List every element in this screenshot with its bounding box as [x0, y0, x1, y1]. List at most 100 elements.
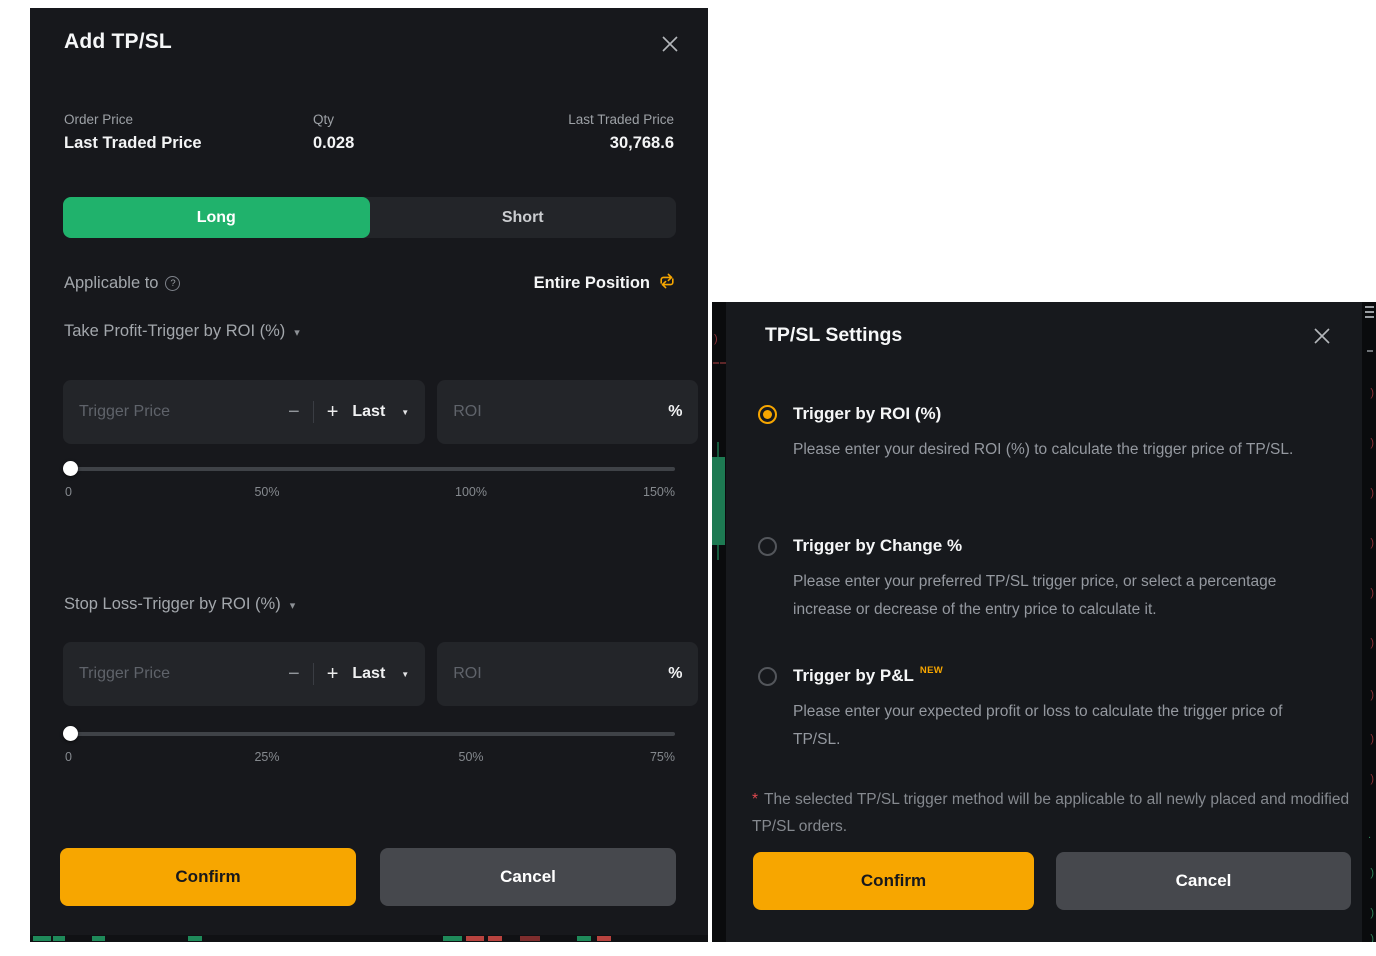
stop-loss-header-label: Stop Loss-Trigger by ROI (%) — [64, 595, 281, 613]
stop-loss-inputs: − + Last ▼ % — [63, 642, 699, 706]
background-dash — [713, 362, 719, 364]
minus-stepper[interactable]: − — [288, 400, 300, 423]
option-label: Trigger by P&L — [793, 666, 914, 685]
last-traded-price-value: 30,768.6 — [609, 134, 674, 152]
applicable-to-row: Applicable to ? Entire Position — [64, 271, 676, 295]
radio-selected-icon[interactable] — [758, 405, 777, 424]
order-price-value: Last Traded Price — [64, 134, 202, 152]
take-profit-header-label: Take Profit-Trigger by ROI (%) — [64, 322, 286, 340]
sl-roi-field: % — [437, 642, 699, 706]
volume-bar — [188, 936, 202, 941]
background-text-fragment: ) — [1370, 933, 1374, 943]
side-tabs: Long Short — [63, 197, 676, 238]
tp-slider-labels: 0 50% 100% 150% — [63, 485, 675, 501]
option-trigger-by-change[interactable]: Trigger by Change % Please enter your pr… — [758, 534, 1332, 624]
last-traded-price-label: Last Traded Price — [568, 112, 674, 127]
sl-trigger-price-input[interactable] — [79, 665, 286, 683]
volume-bar — [443, 936, 462, 941]
background-dash — [720, 362, 726, 364]
menu-icon — [1365, 316, 1374, 318]
plus-stepper[interactable]: + — [326, 662, 339, 685]
chevron-down-icon: ▾ — [294, 327, 300, 339]
dialog-actions: Confirm Cancel — [753, 852, 1351, 910]
tab-short[interactable]: Short — [501, 208, 544, 226]
background-text-fragment: ) — [1370, 867, 1374, 879]
cancel-button[interactable]: Cancel — [1056, 852, 1351, 910]
slider-tick-label: 50% — [254, 485, 280, 499]
tp-roi-input[interactable] — [453, 403, 661, 421]
background-text-fragment: ) — [1370, 733, 1374, 745]
option-trigger-by-roi[interactable]: Trigger by ROI (%) Please enter your des… — [758, 402, 1332, 464]
radio-unselected-icon[interactable] — [758, 667, 777, 686]
stop-loss-header[interactable]: Stop Loss-Trigger by ROI (%) ▾ — [64, 595, 295, 614]
take-profit-header[interactable]: Take Profit-Trigger by ROI (%) ▾ — [64, 322, 300, 341]
tab-long[interactable]: Long — [63, 197, 370, 238]
help-icon[interactable]: ? — [165, 276, 181, 291]
radio-unselected-icon[interactable] — [758, 537, 777, 556]
tp-roi-field: % — [437, 380, 699, 444]
background-text-fragment: ) — [1370, 773, 1374, 785]
trading-page-background: ) ) ) ) ) ) ) ) ) ) . ) ) ) TP/SL Settin… — [712, 302, 1376, 942]
close-button[interactable] — [660, 34, 680, 54]
slider-track[interactable] — [69, 467, 675, 471]
slider-thumb[interactable] — [63, 461, 78, 476]
sl-trigger-price-field: − + Last ▼ — [63, 642, 426, 706]
menu-icon — [1365, 306, 1374, 308]
radio-dot — [763, 410, 772, 419]
tp-roi-slider — [63, 460, 675, 476]
order-price-label: Order Price — [64, 112, 134, 127]
settings-note-text: The selected TP/SL trigger method will b… — [752, 791, 1350, 835]
sl-roi-input[interactable] — [453, 665, 661, 683]
option-label: Trigger by Change % — [793, 536, 963, 555]
volume-bar — [488, 936, 502, 941]
slider-tick-label: 150% — [643, 485, 675, 499]
position-mode-switcher[interactable]: Entire Position — [534, 272, 676, 295]
option-description: Please enter your desired ROI (%) to cal… — [793, 441, 1294, 458]
settings-note: * The selected TP/SL trigger method will … — [752, 786, 1352, 840]
slider-track[interactable] — [69, 732, 675, 736]
tp-trigger-price-input[interactable] — [79, 403, 286, 421]
required-asterisk: * — [752, 791, 759, 808]
applicable-to-label: Applicable to — [64, 273, 159, 292]
background-text-fragment: ) — [1370, 587, 1374, 599]
close-icon — [660, 34, 680, 54]
add-tpsl-dialog: Add TP/SL Order Price Last Traded Price … — [30, 8, 708, 942]
option-trigger-by-pnl[interactable]: Trigger by P&L NEW Please enter your exp… — [758, 664, 1332, 754]
option-description: Please enter your expected profit or los… — [793, 703, 1283, 748]
background-text-fragment: . — [1367, 829, 1371, 841]
order-info-row: Order Price Last Traded Price Qty 0.028 … — [64, 112, 674, 153]
dropdown-caret-icon[interactable]: ▼ — [401, 669, 410, 679]
sl-price-type-select[interactable]: Last — [352, 665, 386, 682]
sl-roi-slider — [63, 725, 675, 741]
background-text-fragment: ) — [1370, 387, 1374, 399]
percent-suffix: % — [668, 403, 683, 420]
confirm-button[interactable]: Confirm — [60, 848, 356, 906]
chevron-down-icon: ▾ — [289, 600, 296, 612]
background-text-fragment: ) — [714, 333, 718, 345]
close-button[interactable] — [1312, 326, 1332, 346]
take-profit-inputs: − + Last ▼ % — [63, 380, 699, 444]
volume-bar — [466, 936, 484, 941]
tpsl-settings-dialog: TP/SL Settings Trigger by ROI (%) Please… — [726, 302, 1362, 942]
swap-icon — [658, 272, 676, 295]
new-badge: NEW — [919, 665, 943, 676]
volume-bar — [53, 936, 65, 941]
slider-tick-label: 50% — [458, 750, 484, 764]
plus-stepper[interactable]: + — [326, 400, 339, 423]
minus-stepper[interactable]: − — [288, 662, 300, 685]
sl-slider-labels: 0 25% 50% 75% — [63, 750, 675, 766]
background-text-fragment: ) — [1370, 907, 1374, 919]
tp-price-type-select[interactable]: Last — [352, 403, 386, 420]
option-label: Trigger by ROI (%) — [793, 404, 942, 423]
slider-tick-label: 75% — [649, 750, 675, 764]
dialog-actions: Confirm Cancel — [60, 848, 676, 906]
cancel-button[interactable]: Cancel — [380, 848, 676, 906]
tp-trigger-price-field: − + Last ▼ — [63, 380, 426, 444]
volume-bar — [577, 936, 591, 941]
dropdown-caret-icon[interactable]: ▼ — [401, 407, 410, 417]
slider-thumb[interactable] — [63, 726, 78, 741]
confirm-button[interactable]: Confirm — [753, 852, 1034, 910]
background-text-fragment: ) — [1370, 487, 1374, 499]
applicable-to-value: Entire Position — [533, 273, 650, 292]
